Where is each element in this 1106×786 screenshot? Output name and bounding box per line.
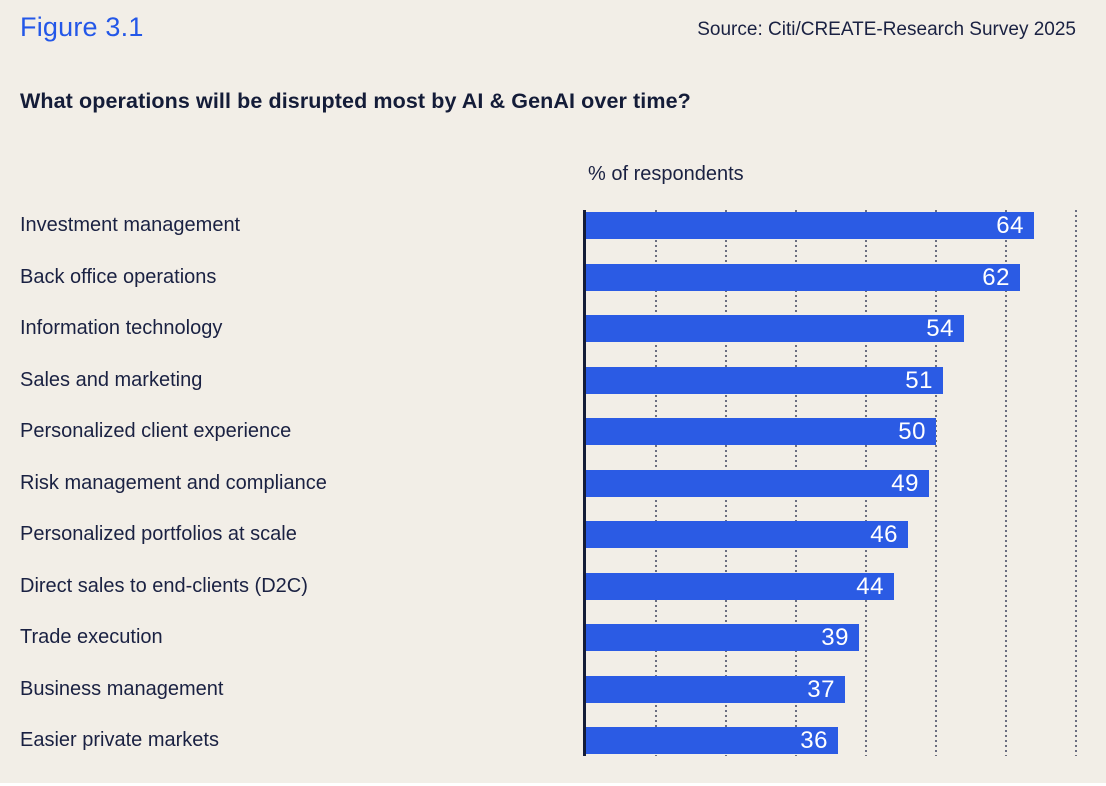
bar: 36 bbox=[586, 727, 838, 754]
category-labels-column: Investment management Back office operati… bbox=[20, 210, 575, 756]
bar: 37 bbox=[586, 675, 845, 703]
bar-value-label: 37 bbox=[807, 675, 835, 703]
bar-value-label: 44 bbox=[856, 572, 884, 600]
bar: 49 bbox=[586, 469, 929, 497]
category-label: Personalized portfolios at scale bbox=[20, 523, 297, 545]
bar: 46 bbox=[586, 521, 908, 548]
bottom-edge-strip bbox=[0, 783, 1106, 786]
category-label: Investment management bbox=[20, 214, 241, 236]
bar: 64 bbox=[586, 212, 1034, 239]
bar-value-label: 54 bbox=[926, 315, 954, 342]
chart-title: What operations will be disrupted most b… bbox=[20, 89, 691, 113]
bar-value-label: 62 bbox=[982, 263, 1010, 291]
gridline-70 bbox=[1075, 210, 1077, 756]
category-label: Risk management and compliance bbox=[20, 471, 327, 494]
category-label: Easier private markets bbox=[20, 729, 219, 751]
category-label: Personalized client experience bbox=[20, 420, 292, 442]
source-text: Source: Citi/CREATE-Research Survey 2025 bbox=[697, 19, 1076, 40]
bar: 39 bbox=[586, 624, 859, 651]
bar-value-label: 64 bbox=[996, 212, 1024, 239]
category-label: Direct sales to end-clients (D2C) bbox=[20, 574, 308, 597]
category-label: Sales and marketing bbox=[20, 368, 203, 391]
bar-value-label: 50 bbox=[898, 418, 926, 445]
x-axis-label: % of respondents bbox=[588, 163, 744, 185]
gridline-50 bbox=[935, 210, 937, 756]
bar-value-label: 36 bbox=[800, 727, 828, 754]
figure-number-label: Figure 3.1 bbox=[20, 12, 144, 42]
bar: 50 bbox=[586, 418, 936, 445]
bar: 51 bbox=[586, 366, 943, 394]
bar-value-label: 51 bbox=[905, 366, 933, 394]
category-label: Information technology bbox=[20, 317, 223, 339]
bar-value-label: 49 bbox=[891, 469, 919, 497]
category-label: Trade execution bbox=[20, 626, 163, 648]
bar: 62 bbox=[586, 263, 1020, 291]
gridline-60 bbox=[1005, 210, 1007, 756]
bar-value-label: 46 bbox=[870, 521, 898, 548]
category-label: Back office operations bbox=[20, 265, 217, 288]
bar-value-label: 39 bbox=[821, 624, 849, 651]
y-axis-line bbox=[583, 210, 586, 756]
plot-area: 64 62 54 51 50 49 46 44 39 37 36 bbox=[583, 210, 1080, 756]
bar: 44 bbox=[586, 572, 894, 600]
category-label: Business management bbox=[20, 677, 224, 700]
bar: 54 bbox=[586, 315, 964, 342]
